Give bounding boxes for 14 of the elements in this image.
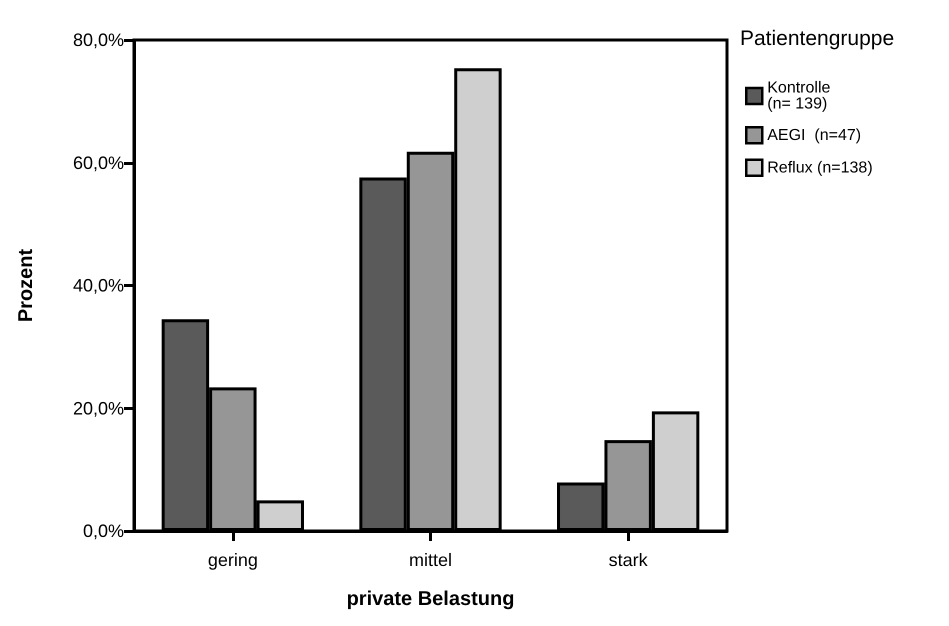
- legend-label: Reflux (n=138): [767, 159, 873, 176]
- y-tick-label: 20,0%: [72, 398, 124, 418]
- x-tick-label: stark: [608, 550, 649, 570]
- y-tick-label: 60,0%: [72, 152, 124, 173]
- legend-label: AEGI (n=47): [767, 126, 862, 144]
- y-tick-label: 0,0%: [82, 521, 124, 541]
- x-tick-label: gering: [208, 550, 258, 570]
- y-axis-title: Prozent: [15, 248, 37, 322]
- y-tick-label: 80,0%: [72, 30, 124, 50]
- y-tick-label: 40,0%: [72, 276, 124, 296]
- legend-label: Kontrolle (n= 139): [767, 80, 830, 112]
- x-axis-title: private Belastung: [346, 588, 514, 610]
- x-tick-label: mittel: [408, 550, 452, 570]
- legend-title: Patientengruppe: [740, 27, 894, 50]
